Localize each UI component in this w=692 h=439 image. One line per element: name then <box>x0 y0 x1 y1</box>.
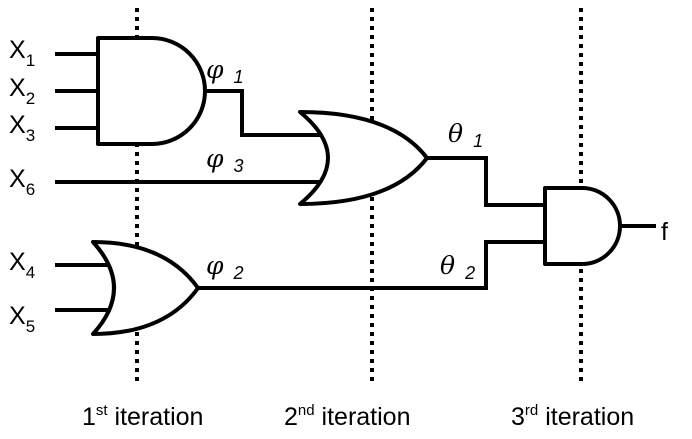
label-x1: X1 <box>9 36 35 70</box>
or-gate-phi2 <box>91 240 200 336</box>
iteration-label-2: 2nd iteration <box>284 402 410 431</box>
label-output-f: f <box>661 218 668 246</box>
wire-phi1 <box>198 89 322 137</box>
label-x2: X2 <box>9 74 35 108</box>
label-x4: X4 <box>9 248 35 282</box>
iteration-label-1: 1st iteration <box>82 402 203 431</box>
or-gate-theta1 <box>298 110 429 206</box>
wire-theta1 <box>427 156 545 207</box>
label-x3: X3 <box>9 111 35 145</box>
and-gate-output <box>543 186 622 266</box>
label-x5: X5 <box>9 302 35 336</box>
and-gate-1 <box>96 36 207 146</box>
iteration-label-3: 3rd iteration <box>511 402 634 431</box>
wire-phi2 <box>198 240 545 290</box>
label-x6: X6 <box>9 165 35 199</box>
